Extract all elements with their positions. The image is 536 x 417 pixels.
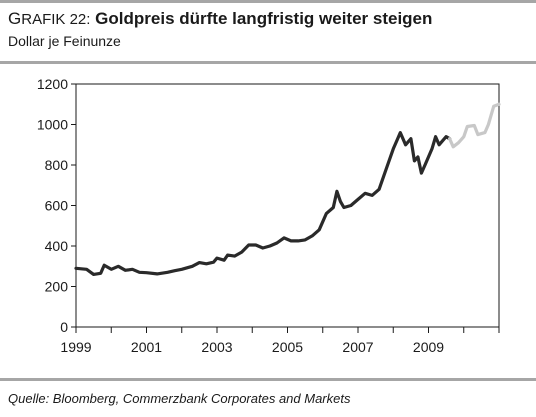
y-tick-label: 200 [45,279,69,295]
chart-headline: Goldpreis dürfte langfristig weiter stei… [95,9,433,28]
y-tick-label: 400 [45,238,69,254]
y-tick-label: 1200 [37,76,68,92]
figure-label: GRAFIK 22: [8,9,91,28]
chart-subtitle: Dollar je Feinunze [8,33,121,49]
footer-separator [0,378,536,381]
x-tick-label: 2007 [342,339,373,355]
x-tick-label: 1999 [60,339,91,355]
chart-ticks: 0 200 400 600 800 1000 1200 1999 2001 2003 2005 200… [37,76,500,355]
chart-axes [75,83,500,328]
actual-series-line [74,131,452,276]
x-tick-label: 2003 [201,339,232,355]
x-tick-label: 2009 [413,339,444,355]
top-rule [0,0,536,3]
y-tick-label: 600 [45,198,69,214]
source-note: Quelle: Bloomberg, Commerzbank Corporate… [8,391,351,406]
forecast-series-line [448,102,501,149]
chart-title: GRAFIK 22: Goldpreis dürfte langfristig … [8,9,432,30]
y-tick-label: 0 [60,319,68,335]
figure-label-rest: RAFIK 22: [21,11,91,28]
y-tick-label: 1000 [37,117,68,133]
plot-frame [75,83,500,328]
figure-label-initial: G [8,9,22,28]
header-separator [0,61,536,64]
chart-lines [74,102,501,276]
x-tick-label: 2001 [131,339,162,355]
y-tick-label: 800 [45,157,69,173]
x-tick-label: 2005 [272,339,303,355]
